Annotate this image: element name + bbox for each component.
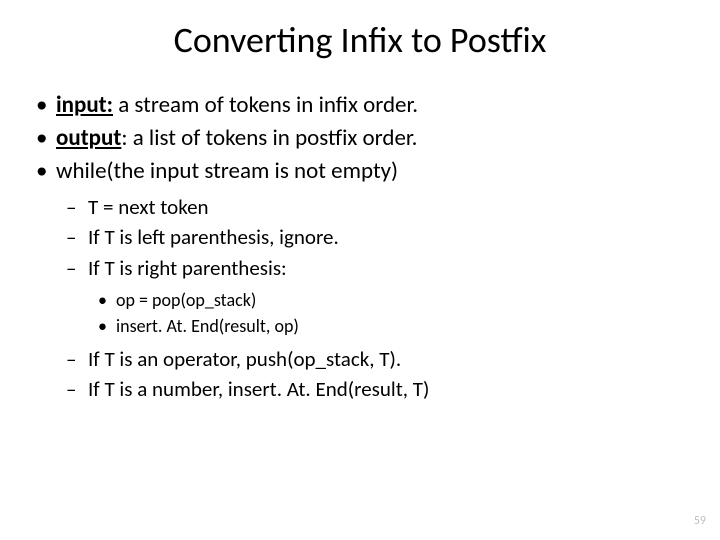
bullet-while: while(the input stream is not empty) xyxy=(36,156,684,187)
bullet-output: output: a list of tokens in postfix orde… xyxy=(36,123,684,154)
sub-number: If T is a number, insert. At. End(result… xyxy=(66,375,684,403)
sub-right-paren: If T is right parenthesis: xyxy=(66,254,684,282)
slide-title: Converting Infix to Postfix xyxy=(0,0,720,90)
label-output: output xyxy=(56,124,121,152)
sub-operator: If T is an operator, push(op_stack, T). xyxy=(66,345,684,373)
sub-left-paren: If T is left parenthesis, ignore. xyxy=(66,223,684,251)
bullet-input: input: a stream of tokens in infix order… xyxy=(36,90,684,121)
page-number: 59 xyxy=(694,514,706,528)
subsub-insert: insert. At. End(result, op) xyxy=(98,314,684,338)
text-output-rest: : a list of tokens in postfix order. xyxy=(121,124,417,152)
subsub-pop: op = pop(op_stack) xyxy=(98,288,684,312)
slide-body: input: a stream of tokens in infix order… xyxy=(0,90,720,403)
sub-next-token: T = next token xyxy=(66,193,684,221)
label-input: input: xyxy=(56,91,113,119)
text-input-rest: a stream of tokens in infix order. xyxy=(113,91,418,119)
